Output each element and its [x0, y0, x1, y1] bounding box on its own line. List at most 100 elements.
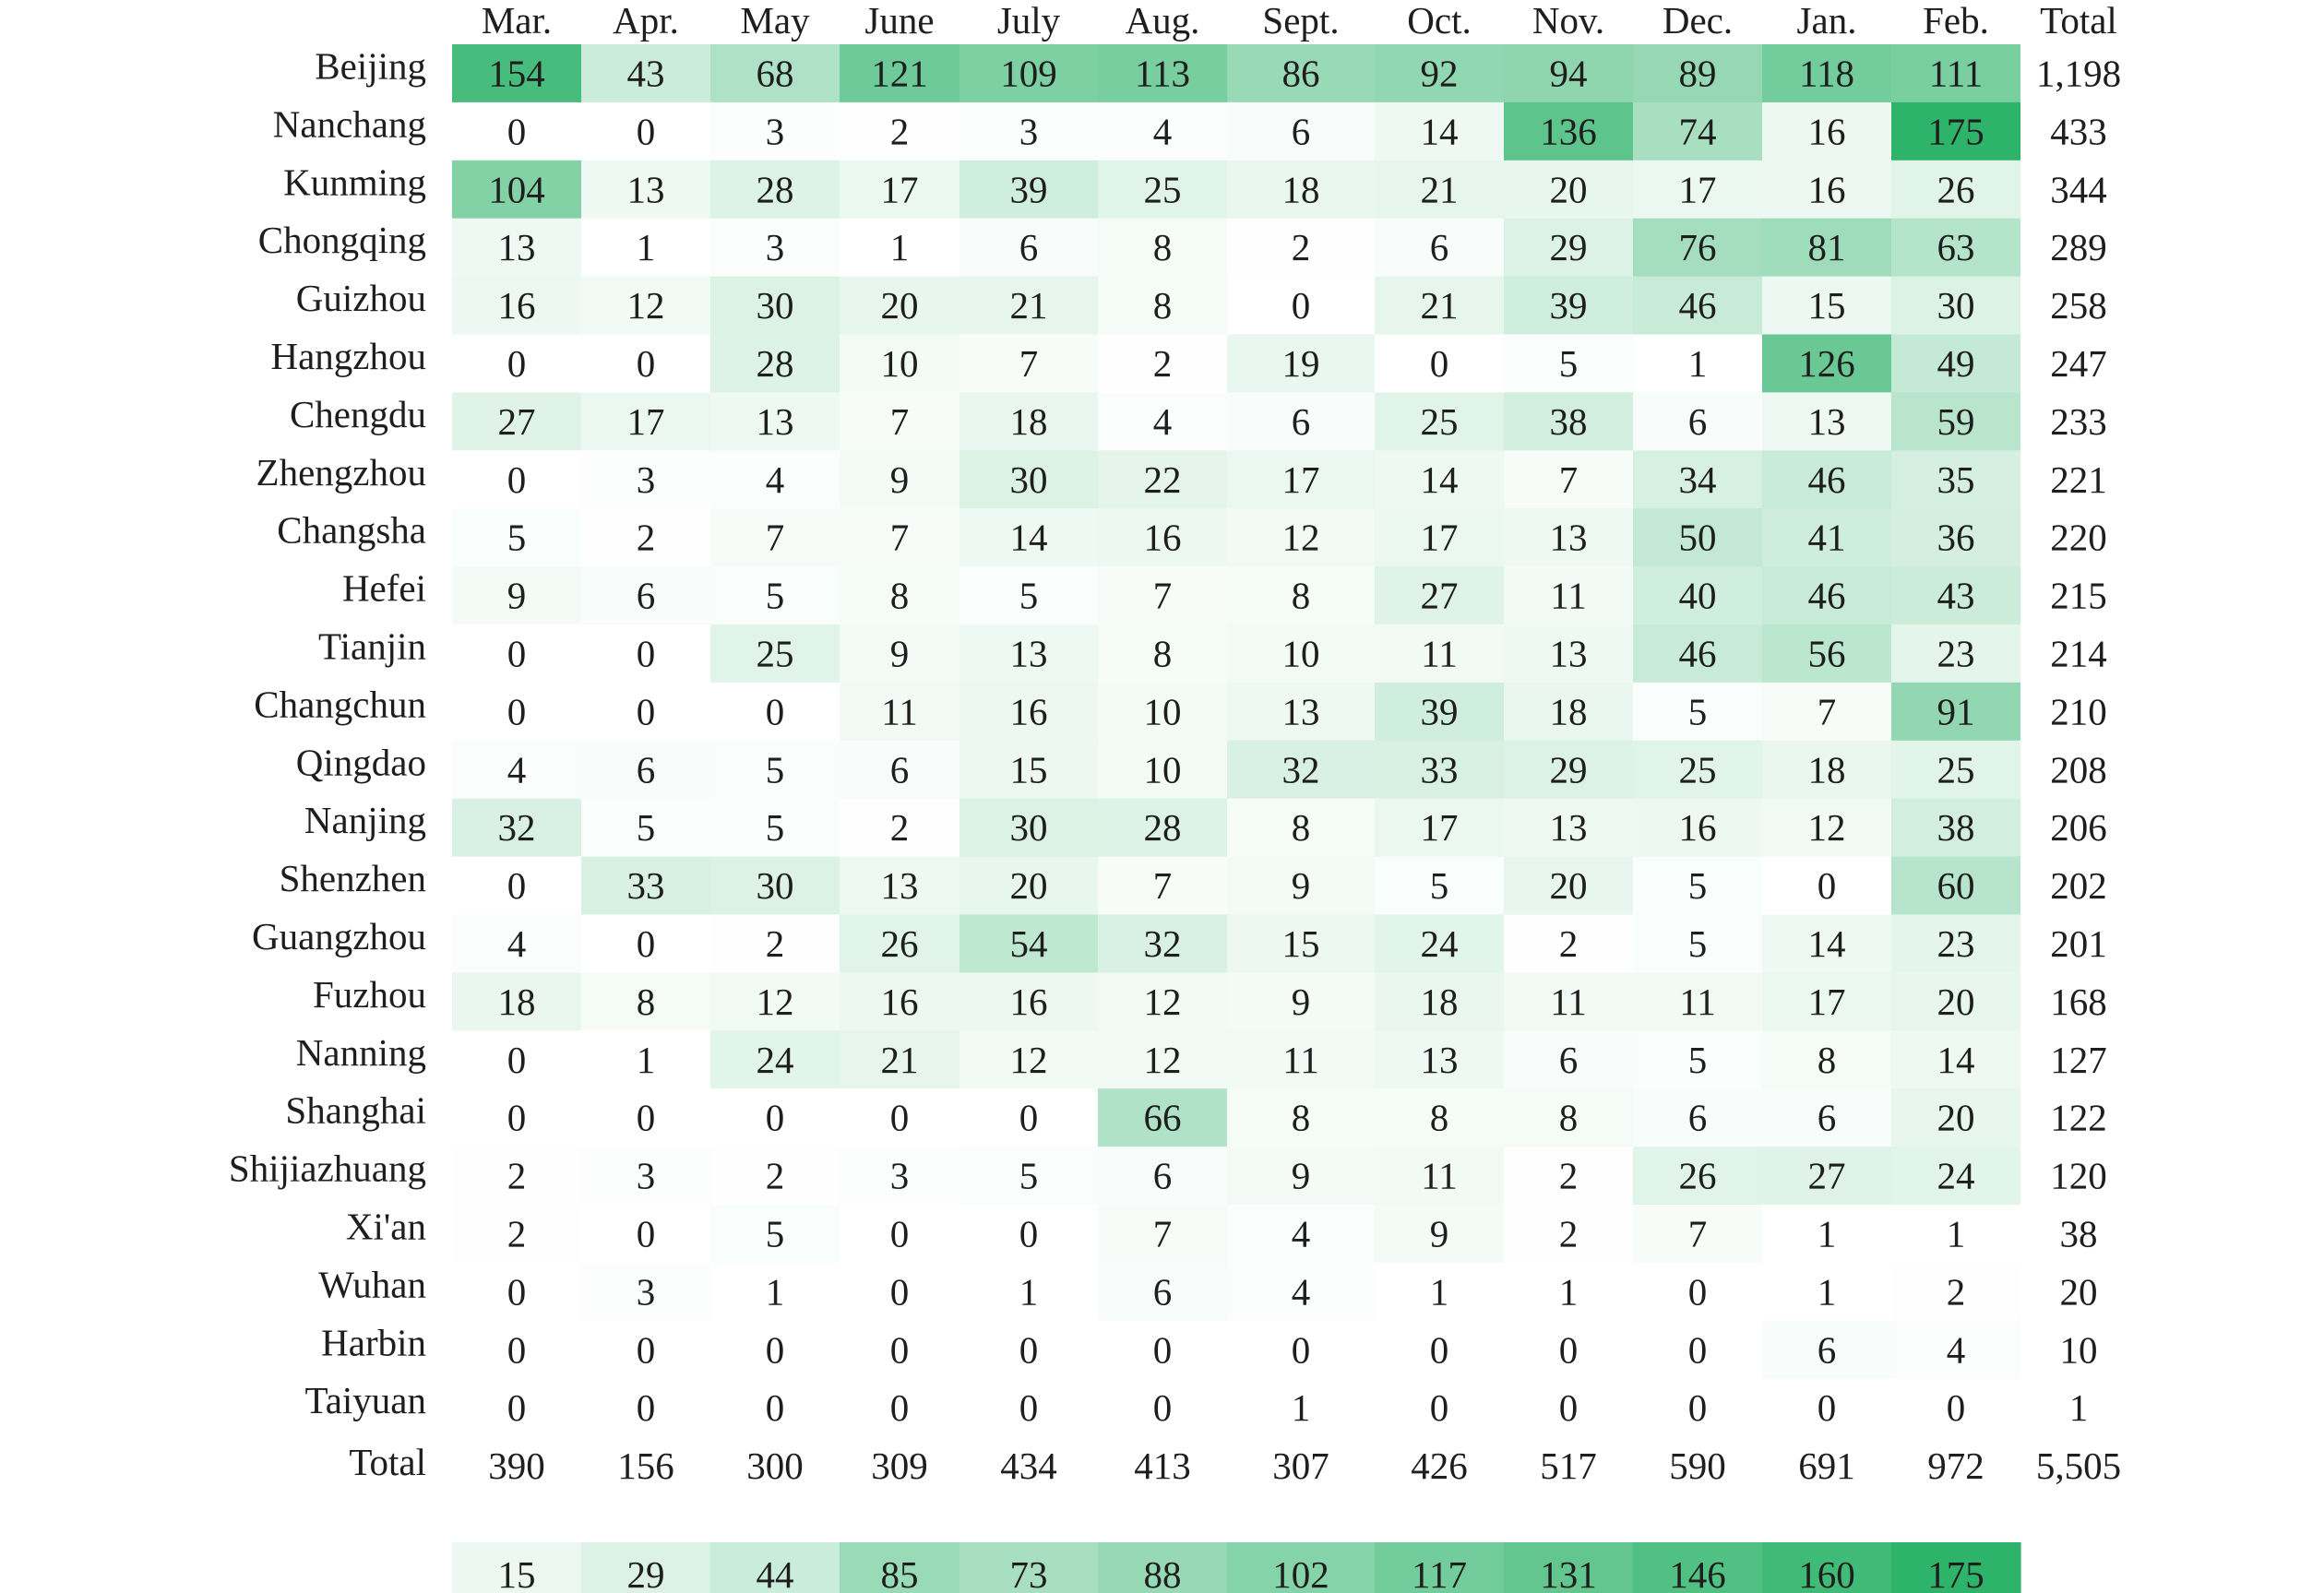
cell-value: 25: [1937, 748, 1975, 791]
cell-value: 4: [766, 458, 785, 501]
heatmap-cell: [1504, 1205, 1633, 1264]
heatmap-cell: [452, 1378, 581, 1438]
heatmap-cell: [452, 508, 581, 567]
heatmap-cell: [1891, 972, 2020, 1031]
row-total: 210: [2050, 690, 2107, 732]
cell-value: 118: [1799, 52, 1854, 94]
heatmap-cell: [1504, 798, 1633, 858]
heatmap-cell: [959, 334, 1098, 393]
row-label: Guangzhou: [252, 915, 426, 957]
cell-value: 6: [1292, 110, 1311, 152]
heatmap-cell: [1633, 682, 1762, 742]
color-scale-value: 146: [1669, 1553, 1726, 1593]
heatmap-cell: [1891, 682, 2020, 742]
heatmap-cell: [1762, 740, 1891, 800]
heatmap-cell: [452, 392, 581, 451]
row-label: Kunming: [283, 160, 426, 203]
heatmap-cell: [1891, 1205, 2020, 1264]
cell-value: 16: [1808, 168, 1846, 210]
cell-value: 43: [627, 52, 665, 94]
cell-value: 5: [1688, 690, 1708, 732]
cell-value: 16: [1010, 981, 1048, 1023]
heatmap-cell: [452, 450, 581, 509]
cell-value: 0: [507, 1270, 527, 1313]
heatmap-cell: [1375, 1088, 1504, 1147]
cell-value: 7: [890, 400, 910, 443]
cell-value: 81: [1808, 226, 1846, 268]
cell-value: 5: [766, 575, 785, 617]
heatmap-cell: [581, 276, 710, 336]
heatmap-cell: [1098, 740, 1227, 800]
color-scale-value: 88: [1144, 1553, 1182, 1593]
heatmap-cell: [452, 1030, 581, 1089]
cell-value: 16: [881, 981, 919, 1023]
cell-value: 0: [766, 1386, 785, 1429]
heatmap-cell: [1504, 856, 1633, 916]
cell-value: 0: [1559, 1328, 1579, 1371]
row-label: Qingdao: [296, 741, 426, 783]
cell-value: 22: [1144, 458, 1182, 501]
heatmap-cell: [1375, 1147, 1504, 1206]
cell-value: 20: [881, 284, 919, 327]
heatmap-cell: [1375, 1205, 1504, 1264]
heatmap-cell: [1762, 44, 1891, 103]
color-scale-value: 131: [1540, 1553, 1597, 1593]
cell-value: 13: [498, 226, 536, 268]
cell-value: 8: [1559, 1097, 1579, 1139]
heatmap-cell: [959, 1205, 1098, 1264]
cell-value: 0: [507, 690, 527, 732]
cell-value: 9: [1430, 1212, 1449, 1254]
cell-value: 5: [766, 1212, 785, 1254]
cell-value: 13: [1808, 400, 1846, 443]
heatmap-cell: [840, 798, 959, 858]
heatmap-cell: [710, 1205, 840, 1264]
heatmap-cell: [840, 44, 959, 103]
column-total: 390: [488, 1444, 545, 1487]
cell-value: 9: [1292, 864, 1311, 907]
heatmap-cell: [1762, 798, 1891, 858]
color-scale-cell: [581, 1542, 711, 1593]
heatmap-cell: [959, 856, 1098, 916]
cell-value: 50: [1679, 517, 1717, 559]
heatmap-cell: [710, 566, 840, 625]
row-total: 202: [2050, 864, 2107, 907]
heatmap-cell: [1375, 624, 1504, 684]
column-header: July: [997, 0, 1061, 42]
heatmap-cell: [581, 392, 710, 451]
heatmap-cell: [1098, 1088, 1227, 1147]
heatmap-cell: [1633, 1205, 1762, 1264]
heatmap-cell: [1227, 218, 1375, 278]
cell-value: 5: [1688, 864, 1708, 907]
cell-value: 7: [1153, 1212, 1173, 1254]
heatmap-cell: [1504, 276, 1633, 336]
cell-value: 32: [1144, 922, 1182, 965]
heatmap-cell: [710, 856, 840, 916]
cell-value: 35: [1937, 458, 1975, 501]
cell-value: 32: [1282, 748, 1320, 791]
heatmap-cell: [959, 1147, 1098, 1206]
heatmap-cell: [581, 798, 710, 858]
heatmap-cell: [710, 44, 840, 103]
cell-value: 17: [1679, 168, 1717, 210]
heatmap-cell: [840, 508, 959, 567]
cell-value: 7: [1817, 690, 1837, 732]
heatmap-cell: [1504, 1262, 1633, 1322]
color-scale-value: 44: [757, 1553, 794, 1593]
heatmap-cell: [1098, 1320, 1227, 1380]
cell-value: 8: [890, 575, 910, 617]
heatmap-cell: [452, 1147, 581, 1206]
cell-value: 0: [1688, 1328, 1708, 1371]
cell-value: 1: [1688, 342, 1708, 385]
cell-value: 27: [498, 400, 536, 443]
heatmap-cell: [1504, 508, 1633, 567]
heatmap-cell: [1504, 682, 1633, 742]
heatmap-cell: [1504, 566, 1633, 625]
cell-value: 9: [1292, 1155, 1311, 1197]
cell-value: 0: [1153, 1386, 1173, 1429]
color-scale-cell: [1098, 1542, 1228, 1593]
column-header: May: [740, 0, 810, 42]
column-header: Dec.: [1663, 0, 1733, 42]
heatmap-cell: [1762, 972, 1891, 1031]
heatmap-cell: [581, 740, 710, 800]
